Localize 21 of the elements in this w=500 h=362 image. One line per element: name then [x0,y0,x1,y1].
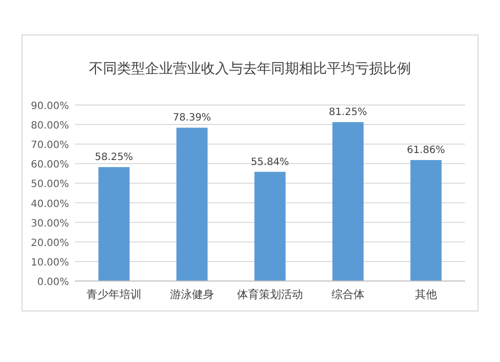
x-tick-label: 游泳健身 [170,288,214,301]
y-tick-label: 20.00% [30,238,69,249]
x-tick-label: 体育策划活动 [237,288,303,301]
data-label: 55.84% [250,156,290,168]
data-label: 81.25% [328,107,368,118]
data-label: 78.39% [172,112,212,124]
y-tick-label: 10.00% [30,257,69,268]
data-label: 61.86% [406,145,446,156]
x-tick-label: 综合体 [332,288,364,301]
y-tick-label: 80.00% [30,120,69,132]
title: 不同类型企业营业收入与去年同期相比平均亏损比例 [89,61,411,77]
data-label: 58.25% [94,152,134,164]
y-tick-label: 60.00% [30,160,69,171]
x-tick-label: 其他 [415,288,437,301]
y-tick-label: 50.00% [30,179,69,190]
y-tick-label: 40.00% [30,198,69,210]
y-tick-label: 30.00% [30,218,69,230]
y-tick-label: 90.00% [30,101,69,112]
y-tick-label: 70.00% [30,140,69,152]
x-tick-label: 青少年培训 [86,288,142,301]
y-tick-label: 0.00% [37,277,69,288]
